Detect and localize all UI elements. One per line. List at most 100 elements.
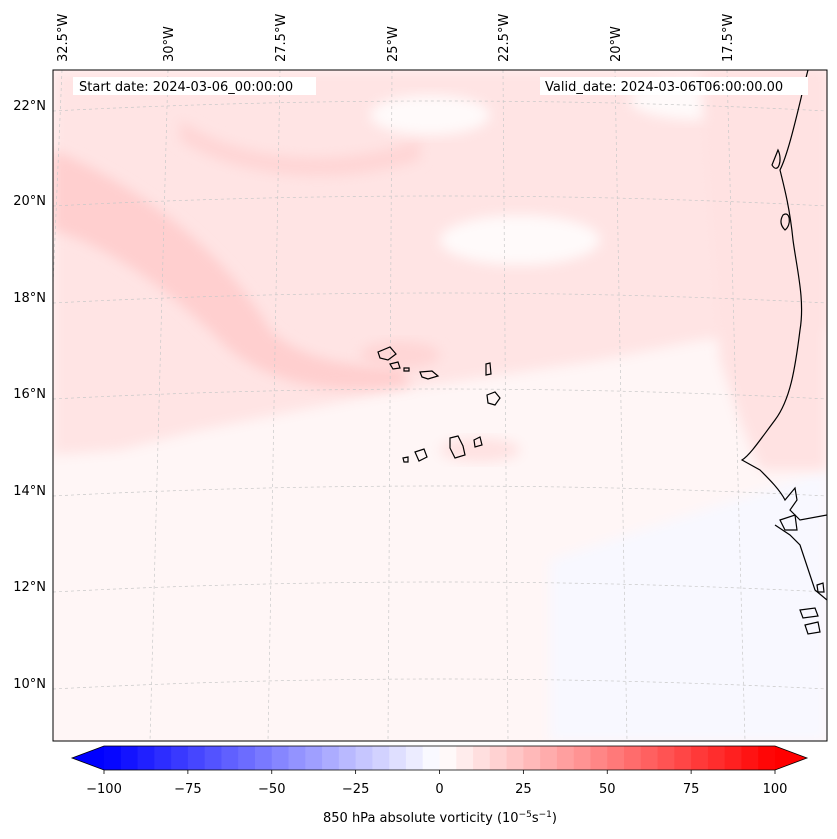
colorbar-tick-label: 25 [515,782,532,797]
coastline-africa [740,70,827,601]
colorbar-tick-label: 100 [763,782,788,797]
colorbar-ticks: −100 −75 −50 −25 0 25 50 75 100 [86,770,787,797]
gridline-latitude [53,195,827,207]
colorbar-segment [288,746,306,770]
colorbar-segment [187,746,206,770]
vorticity-band-south-east [550,470,827,741]
colorbar-tick-label: 50 [599,782,616,797]
gridline-longitude [726,70,746,741]
vorticity-band-coast [700,70,827,470]
colorbar-segment [405,746,424,770]
gridline-latitude [53,485,827,497]
gridline-latitude [53,678,827,690]
gridline-longitude [502,70,509,741]
vorticity-streak-upper [180,120,420,177]
gridline-longitude [614,70,628,741]
map-frame [52,69,828,742]
colorbar-segment [305,746,323,770]
vorticity-field [53,70,827,741]
gridline-longitude [387,70,393,741]
start-date-text: Start date: 2024-03-06_00:00:00 [79,80,293,95]
colorbar-segment [707,746,726,770]
colorbar-tick-label: 75 [683,782,700,797]
gridlines [53,70,827,741]
colorbar-segment [422,746,440,770]
colorbar-segment [489,746,508,770]
colorbar-segment [506,746,524,770]
colorbar-segment [523,746,541,770]
colorbar-segment [674,746,692,770]
colorbar-segment [456,746,474,770]
colorbar-segment [372,746,390,770]
colorbar-extend-high [775,746,807,770]
colorbar-segment [238,746,256,770]
colorbar-segment [640,746,659,770]
vorticity-patch-islands [360,341,440,369]
longitude-label: 30°W [162,26,177,62]
gridline-latitude [53,581,827,593]
island-santa-luzia [403,367,410,372]
longitude-label: 17.5°W [721,14,736,62]
vorticity-patch-south-islands [440,438,520,462]
latitude-label: 16°N [13,387,46,402]
gridline-latitude [53,388,827,400]
colorbar-segment [724,746,742,770]
colorbar-segment [171,746,189,770]
colorbar-segment [624,746,642,770]
island-boa-vista [486,391,501,406]
colorbar: −100 −75 −50 −25 0 25 50 75 100 850 hPa absolute… [70,745,809,826]
gridline-latitude [53,100,827,112]
colorbar-segment [204,746,222,770]
longitude-labels: 32.5°W 30°W 27.5°W 25°W 22.5°W 20°W 17.5°W [56,14,736,62]
colorbar-segment [556,746,575,770]
gridline-longitude [149,70,169,741]
start-date-box [73,77,316,95]
island-maio [473,436,483,448]
gridline-longitude [267,70,281,741]
coastlines [377,70,827,635]
valid-date-text: Valid_date: 2024-03-06T06:00:00.00 [545,80,783,95]
valid-date-box [540,77,808,95]
colorbar-label: 850 hPa absolute vorticity (10−5s−1) [323,810,557,826]
longitude-label: 27.5°W [274,14,289,62]
coastline-feature [771,148,781,169]
coastline-feature [804,621,821,635]
latitude-label: 22°N [13,99,46,114]
island-santiago [449,435,466,459]
colorbar-segment [338,746,357,770]
colorbar-tick-label: −25 [342,782,369,797]
colorbar-tick-label: −50 [258,782,285,797]
colorbar-segment [137,746,155,770]
latitude-label: 14°N [13,484,46,499]
longitude-label: 25°W [386,26,401,62]
latitude-label: 12°N [13,580,46,595]
colorbar-extend-low [72,746,104,770]
colorbar-segment [741,746,759,770]
colorbar-segment [657,746,675,770]
colorbar-segment [590,746,608,770]
colorbar-segment [573,746,591,770]
coastline-feature [779,514,798,531]
colorbar-segments [104,746,776,770]
vorticity-band-diagonal [53,150,410,390]
vorticity-patch-light-1 [440,215,600,265]
colorbar-segment [540,746,558,770]
colorbar-segment [120,746,139,770]
colorbar-tick-label: −100 [86,782,122,797]
colorbar-segment [221,746,239,770]
colorbar-tick-label: −75 [174,782,201,797]
latitude-label: 10°N [13,677,46,692]
colorbar-segment [758,746,776,770]
latitude-labels: 22°N 20°N 18°N 16°N 14°N 12°N 10°N [13,99,46,692]
colorbar-segment [322,746,340,770]
latitude-label: 18°N [13,291,46,306]
colorbar-segment [691,746,709,770]
colorbar-segment [439,746,457,770]
map-panel: Start date: 2024-03-06_00:00:00 Valid_da… [52,69,828,742]
island-fogo [414,448,428,462]
latitude-label: 20°N [13,194,46,209]
colorbar-tick-label: 0 [435,782,443,797]
coastline-feature [780,213,790,231]
colorbar-segment [389,746,407,770]
